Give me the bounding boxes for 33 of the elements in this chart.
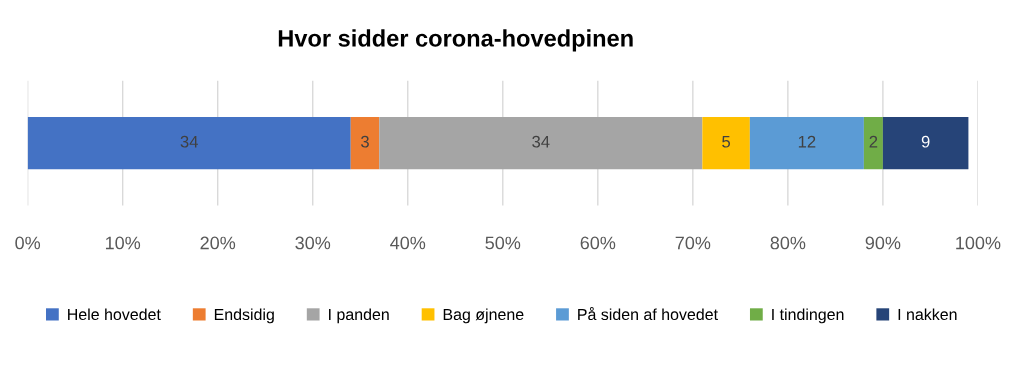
bar xyxy=(350,116,380,170)
x-tick-label: 80% xyxy=(770,236,806,250)
data-label: 12 xyxy=(798,135,816,148)
data-label: 3 xyxy=(361,135,369,148)
bar xyxy=(749,116,864,170)
x-tick-label: 10% xyxy=(105,236,141,250)
bar xyxy=(379,116,703,170)
data-label: 34 xyxy=(532,135,550,148)
legend-label: I nakken xyxy=(898,308,957,321)
x-tick-label: 40% xyxy=(390,236,426,250)
x-tick-label: 100% xyxy=(956,236,1001,250)
x-tick-label: 20% xyxy=(200,236,236,250)
bar xyxy=(702,116,750,170)
x-tick-label: 70% xyxy=(675,236,711,250)
bar xyxy=(863,116,883,170)
data-label: 34 xyxy=(180,135,198,148)
x-tick-label: 60% xyxy=(580,236,616,250)
legend-label: I panden xyxy=(329,308,389,324)
data-label: 9 xyxy=(921,135,930,148)
legend-label: Endsidig xyxy=(214,308,274,324)
x-tick-label: 50% xyxy=(485,236,521,250)
chart-title: Hvor sidder corona-hovedpinen xyxy=(278,29,633,52)
x-tick-label: 0% xyxy=(15,236,41,250)
legend-label: På siden af hovedet xyxy=(578,307,718,321)
legend-label: Bag øjnene xyxy=(443,308,524,324)
x-tick-label: 30% xyxy=(295,236,331,250)
bar xyxy=(882,116,969,170)
bar xyxy=(27,116,351,170)
legend-label: Hele hovedet xyxy=(68,308,161,321)
x-tick-label: 90% xyxy=(865,236,901,250)
legend-label: I tindingen xyxy=(772,308,844,324)
data-label: 2 xyxy=(869,135,878,148)
data-label: 5 xyxy=(722,135,731,148)
